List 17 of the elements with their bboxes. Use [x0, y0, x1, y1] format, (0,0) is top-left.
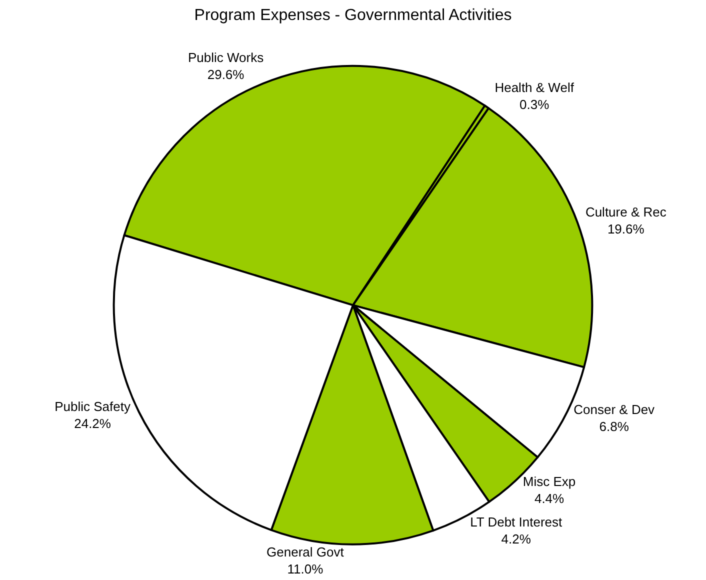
- data-label: 11.0%: [287, 561, 324, 576]
- data-label: 19.6%: [607, 222, 645, 237]
- data-label: 29.6%: [207, 66, 245, 82]
- slice-label: Public Safety: [54, 399, 131, 414]
- slice-label: Public Works: [188, 50, 264, 66]
- data-label: 4.2%: [501, 532, 532, 547]
- slice-label: Conser & Dev: [574, 402, 656, 418]
- data-label: 24.2%: [74, 416, 112, 432]
- data-label: 0.3%: [520, 96, 550, 112]
- slice-label: Misc Exp: [522, 474, 576, 489]
- data-label: 4.4%: [534, 490, 565, 506]
- slice-label: Health & Welf: [494, 80, 574, 95]
- chart-title: Program Expenses - Governmental Activities: [194, 6, 512, 24]
- slice-label: LT Debt Interest: [470, 514, 563, 530]
- data-label: 6.8%: [599, 419, 630, 434]
- slice-label: General Govt: [266, 544, 344, 560]
- slice-label: Culture & Rec: [585, 204, 667, 220]
